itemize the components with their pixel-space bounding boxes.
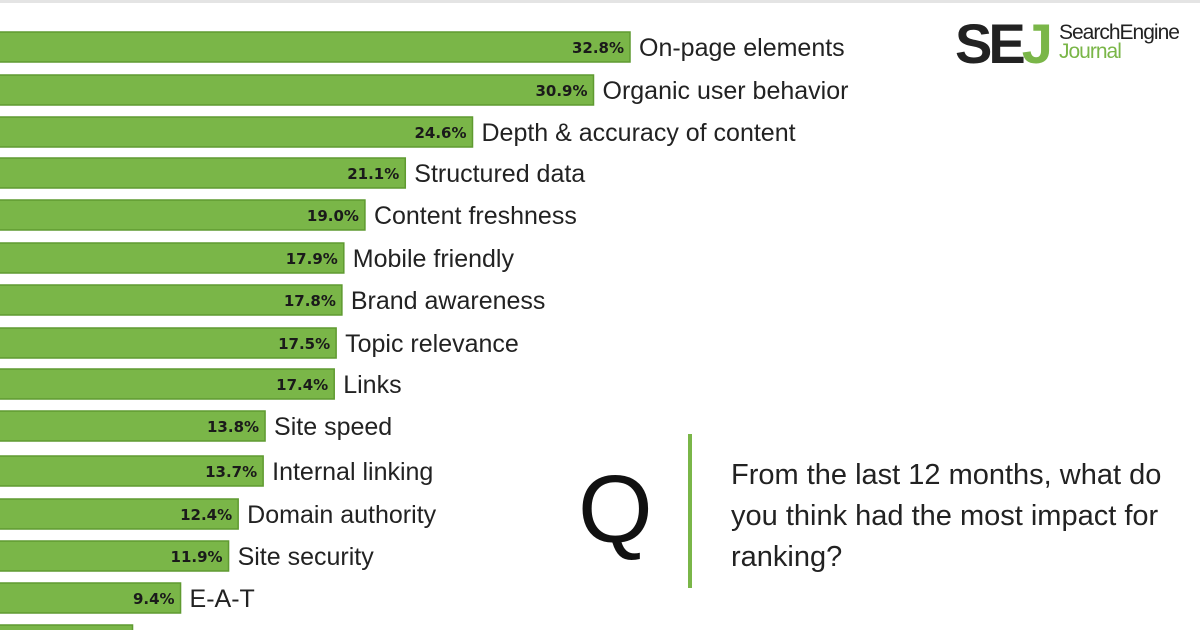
bar	[0, 540, 230, 572]
question-divider	[688, 434, 692, 588]
sej-logo: SEJ SearchEngine Journal	[955, 16, 1195, 72]
value-label: 30.9%	[535, 82, 587, 100]
category-label: Mobile friendly	[353, 245, 515, 273]
category-label: On-page elements	[639, 34, 845, 62]
bar	[0, 74, 595, 106]
bar	[0, 116, 474, 148]
bar	[0, 284, 343, 316]
bar	[0, 624, 134, 630]
value-label: 17.4%	[276, 376, 328, 394]
question-letter: Q	[578, 456, 653, 563]
category-label: Content freshness	[374, 202, 577, 230]
value-label: 17.9%	[286, 250, 338, 268]
question-text: From the last 12 months, what do you thi…	[731, 459, 1162, 573]
bar	[0, 582, 182, 614]
category-label: Links	[343, 371, 401, 399]
logo-name-top: SearchEngine	[1059, 21, 1180, 44]
value-label: 13.7%	[205, 463, 257, 481]
bar	[0, 157, 407, 189]
value-label: 32.8%	[572, 39, 624, 57]
value-label: 9.4%	[133, 590, 175, 608]
category-label: Site speed	[274, 413, 392, 441]
category-label: Internal linking	[272, 458, 433, 486]
logo-name-bottom: Journal	[1059, 40, 1122, 63]
bar	[0, 242, 345, 274]
category-label: Depth & accuracy of content	[482, 119, 796, 147]
value-label: 13.8%	[207, 418, 259, 436]
bar	[0, 327, 337, 359]
bar	[0, 498, 239, 530]
value-label: 12.4%	[180, 506, 232, 524]
category-label: Social Signals	[142, 627, 299, 630]
category-label: Domain authority	[247, 501, 436, 529]
value-label: 17.8%	[284, 292, 336, 310]
value-label: 24.6%	[414, 124, 466, 142]
logo-mark: SEJ	[955, 12, 1053, 75]
category-label: Brand awareness	[351, 287, 546, 315]
category-label: E-A-T	[190, 585, 255, 613]
value-label: 11.9%	[171, 548, 223, 566]
value-label: 17.5%	[278, 335, 330, 353]
value-label: 21.1%	[347, 165, 399, 183]
category-label: Topic relevance	[345, 330, 519, 358]
bar	[0, 31, 631, 63]
category-label: Site security	[238, 543, 375, 571]
bar	[0, 410, 266, 442]
category-label: Organic user behavior	[603, 77, 849, 105]
category-label: Structured data	[414, 160, 585, 188]
bar	[0, 368, 335, 400]
value-label: 19.0%	[307, 207, 359, 225]
bar	[0, 199, 366, 231]
bar	[0, 455, 264, 487]
top-divider	[0, 0, 1200, 3]
